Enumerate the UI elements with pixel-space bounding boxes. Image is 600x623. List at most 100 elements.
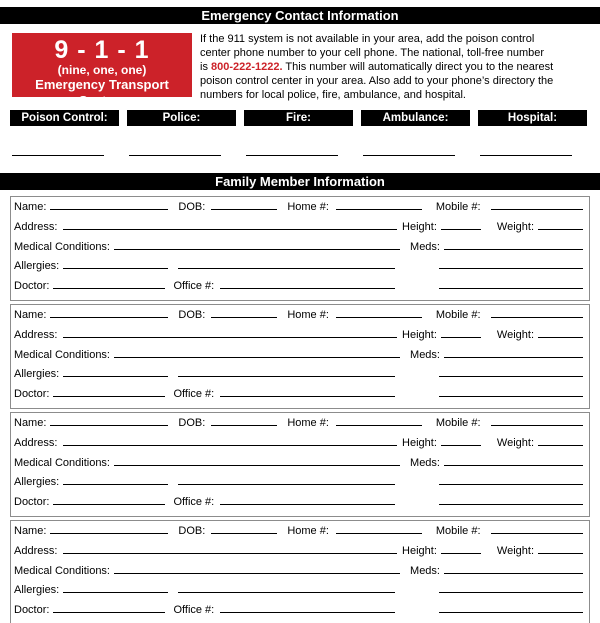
meds-extra-field-1[interactable] [439,375,583,378]
home-phone-field[interactable] [335,316,422,318]
home-phone-field[interactable] [335,532,422,534]
weight-label: Weight: [496,328,534,341]
meds-extra-field-1[interactable] [439,483,583,486]
mobile-phone-label: Mobile #: [435,309,481,321]
family-section-title: Family Member Information [215,174,385,189]
address-field[interactable] [63,552,398,554]
meds-field[interactable] [444,248,583,250]
member-row-3: Medical Conditions: Meds: [14,349,583,369]
member-row-4: Allergies: [14,368,583,388]
contact-number-field-ambulance[interactable] [363,155,455,156]
office-phone-field[interactable] [220,611,395,614]
meds-field[interactable] [444,356,583,358]
contact-column-poison-control: Poison Control: [10,110,119,126]
height-field[interactable] [440,444,481,446]
address-field[interactable] [63,336,398,338]
home-phone-field[interactable] [335,208,422,210]
doctor-field[interactable] [53,503,166,506]
member-row-1: Name: DOB: Home #: Mobile #: [14,525,583,545]
contact-number-field-police[interactable] [129,155,221,156]
address-field[interactable] [63,228,398,230]
height-field[interactable] [440,336,481,338]
member-row-1: Name: DOB: Home #: Mobile #: [14,309,583,329]
name-field[interactable] [50,208,169,210]
contact-line-column-hospital [478,155,587,156]
medical-conditions-field[interactable] [114,464,401,466]
contact-column-fire: Fire: [244,110,353,126]
office-phone-label: Office #: [173,604,215,617]
member-row-1: Name: DOB: Home #: Mobile #: [14,417,583,437]
mobile-phone-field[interactable] [490,532,583,534]
meds-extra-field-2[interactable] [439,287,583,290]
name-field[interactable] [50,532,169,534]
mobile-phone-field[interactable] [490,208,583,210]
doctor-field[interactable] [53,611,166,614]
family-member-block-2: Name: DOB: Home #: Mobile #: Address: He… [10,304,590,409]
meds-field[interactable] [444,572,583,574]
meds-extra-field-2[interactable] [439,611,583,614]
meds-extra-field-2[interactable] [439,503,583,506]
family-members-list: Name: DOB: Home #: Mobile #: Address: He… [0,196,600,623]
allergies-extra-field[interactable] [178,267,395,270]
medical-conditions-field[interactable] [114,572,401,574]
height-label: Height: [402,328,437,341]
allergies-field[interactable] [63,591,169,594]
doctor-label: Doctor: [14,604,50,617]
allergies-extra-field[interactable] [178,375,395,378]
home-phone-label: Home #: [287,417,329,429]
height-field[interactable] [440,552,481,554]
weight-field[interactable] [538,552,583,554]
height-label: Height: [402,220,437,233]
meds-field[interactable] [444,464,583,466]
office-phone-field[interactable] [220,287,395,290]
allergies-field[interactable] [63,267,169,270]
member-row-4: Allergies: [14,260,583,280]
office-phone-field[interactable] [220,395,395,398]
address-field[interactable] [63,444,398,446]
dob-field[interactable] [211,532,278,534]
dob-field[interactable] [211,424,278,426]
member-row-4: Allergies: [14,584,583,604]
911-emergency-box: 9 - 1 - 1 (nine, one, one) Emergency Tra… [12,33,192,108]
contact-number-field-poison-control[interactable] [12,155,104,156]
weight-field[interactable] [538,336,583,338]
home-phone-field[interactable] [335,424,422,426]
member-row-2: Address: Height: Weight: [14,545,583,565]
allergies-extra-field[interactable] [178,483,395,486]
contact-line-column-ambulance [361,155,470,156]
meds-extra-field-1[interactable] [439,591,583,594]
contact-number-field-hospital[interactable] [480,155,572,156]
address-label: Address: [14,220,58,233]
name-field[interactable] [50,424,169,426]
mobile-phone-field[interactable] [490,316,583,318]
medical-conditions-field[interactable] [114,248,401,250]
meds-extra-field-1[interactable] [439,267,583,270]
contact-label-fire: Fire: [244,110,353,126]
allergies-extra-field[interactable] [178,591,395,594]
member-row-2: Address: Height: Weight: [14,329,583,349]
height-label: Height: [402,436,437,449]
name-field[interactable] [50,316,169,318]
doctor-field[interactable] [53,395,166,398]
poison-control-phone-number: 800-222-1222. [211,61,283,73]
dob-field[interactable] [211,208,278,210]
weight-field[interactable] [538,444,583,446]
height-field[interactable] [440,228,481,230]
contact-label-police: Police: [127,110,236,126]
meds-extra-field-2[interactable] [439,395,583,398]
contact-column-police: Police: [127,110,236,126]
mobile-phone-field[interactable] [490,424,583,426]
dob-field[interactable] [211,316,278,318]
weight-field[interactable] [538,228,583,230]
dob-label: DOB: [178,417,206,429]
allergies-field[interactable] [63,375,169,378]
office-phone-field[interactable] [220,503,395,506]
poison-control-instructions: If the 911 system is not available in yo… [200,32,597,102]
medical-conditions-field[interactable] [114,356,401,358]
allergies-field[interactable] [63,483,169,486]
contact-number-field-fire[interactable] [246,155,338,156]
contact-label-ambulance: Ambulance: [361,110,470,126]
doctor-field[interactable] [53,287,166,290]
name-label: Name: [14,417,47,429]
